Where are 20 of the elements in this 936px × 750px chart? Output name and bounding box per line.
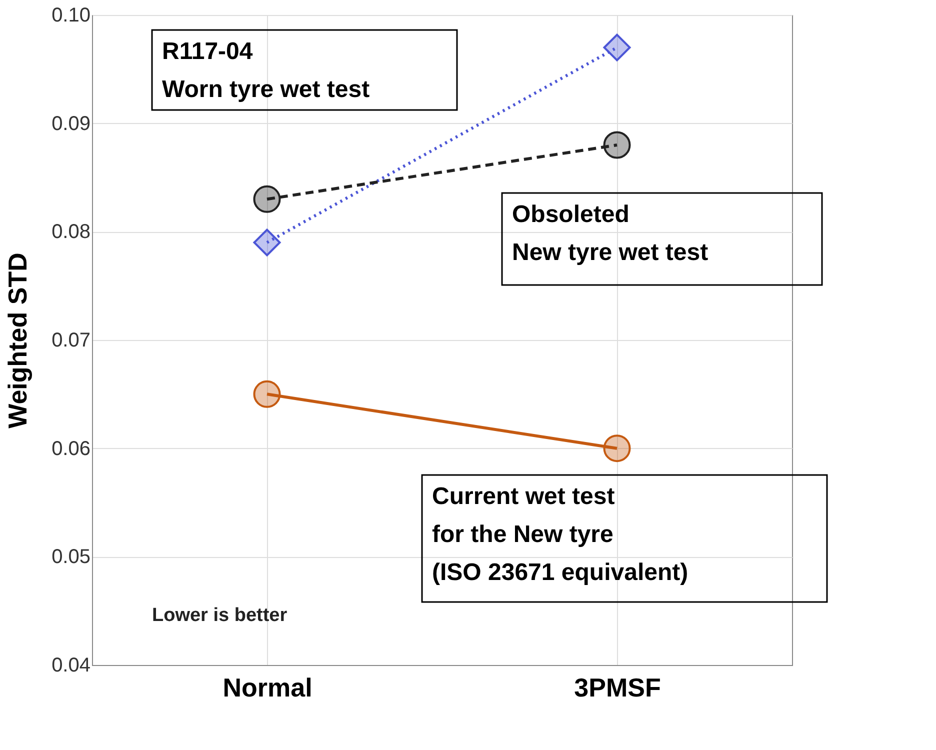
series-label: Obsoleted New tyre wet test bbox=[512, 201, 708, 266]
y-tick-label: 0.08 bbox=[52, 221, 90, 244]
point bbox=[603, 434, 631, 462]
point bbox=[253, 380, 281, 408]
text: R117-04 Worn tyre wet test bbox=[162, 38, 370, 103]
point bbox=[603, 34, 631, 62]
y-tick-label: 0.10 bbox=[52, 4, 90, 26]
point bbox=[603, 131, 631, 159]
point bbox=[253, 228, 281, 256]
y-tick-label: 0.06 bbox=[52, 438, 90, 460]
y-tick-label: 0.09 bbox=[52, 112, 90, 135]
y-tick-label: 0.07 bbox=[52, 330, 90, 352]
x-tick-label: Normal bbox=[222, 672, 312, 702]
y-tick-label: 0.05 bbox=[52, 546, 90, 568]
point bbox=[253, 185, 281, 213]
y-tick-label: 0.04 bbox=[52, 654, 90, 676]
x-tick-label: 3PMSF bbox=[574, 672, 661, 702]
text: Current wet test for the New tyre (ISO 23671 equivalent) bbox=[432, 483, 688, 586]
y-axis-title: Weighted STD bbox=[2, 252, 33, 428]
annotation: Lower is better bbox=[152, 605, 288, 626]
